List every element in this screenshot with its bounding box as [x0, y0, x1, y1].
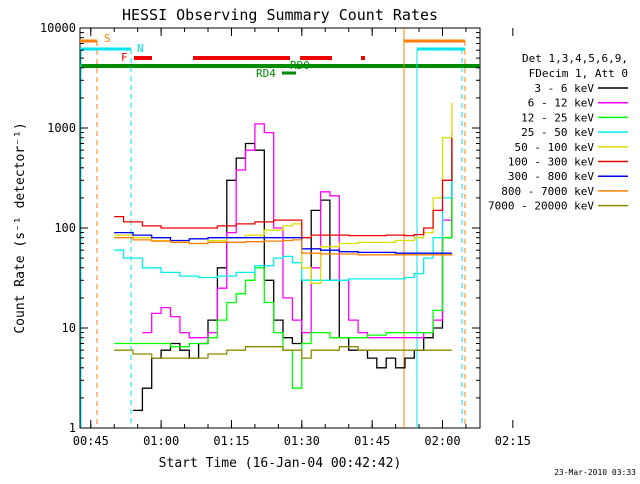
legend-entry-label: 25 - 50 keV	[521, 126, 594, 139]
legend-entry-label: 12 - 25 keV	[521, 111, 594, 124]
night-flag-label: N	[137, 42, 144, 55]
x-axis-label: Start Time (16-Jan-04 00:42:42)	[159, 456, 402, 471]
y-tick-label: 10000	[40, 21, 76, 35]
y-tick-label: 1	[69, 421, 76, 435]
series-line	[114, 143, 453, 389]
vertical-markers	[80, 28, 466, 428]
y-axis-label: Count Rate (s⁻¹ detector⁻¹)	[13, 122, 28, 333]
legend-header-line-2: FDecim 1, Att 0	[529, 67, 628, 80]
x-tick-label: 02:15	[495, 434, 531, 448]
legend-entry-label: 100 - 300 keV	[508, 156, 594, 169]
x-tick-label: 00:45	[73, 434, 109, 448]
y-axis: 1 10 100 1000 10000	[40, 21, 480, 435]
series-line	[114, 137, 453, 239]
flag-bars: S NF RD0 RD4	[80, 32, 480, 80]
legend-entry-label: 3 - 6 keV	[534, 82, 594, 95]
legend-entry-label: 50 - 100 keV	[515, 141, 595, 154]
legend-header-line-1: Det 1,3,4,5,6,9,	[522, 52, 628, 65]
series-line	[142, 123, 453, 339]
rd4-flag-label: RD4	[256, 67, 276, 80]
x-axis: 00:45 01:00 01:15 01:30 01:45 02:00 02:15	[73, 28, 531, 448]
series-line	[114, 346, 452, 359]
x-tick-label: 01:00	[143, 434, 179, 448]
legend-entry-label: 800 - 7000 keV	[501, 185, 594, 198]
y-tick-label: 100	[54, 221, 76, 235]
footer-timestamp: 23-Mar-2010 03:33	[554, 468, 636, 477]
saa-flag-label: S	[104, 32, 111, 45]
series-line	[114, 150, 453, 281]
series-line	[133, 142, 453, 412]
flare-flag-label: F	[121, 51, 128, 64]
series-layer	[114, 102, 453, 412]
chart-title: HESSI Observing Summary Count Rates	[122, 6, 438, 24]
legend-entry-label: 300 - 800 keV	[508, 170, 594, 183]
y-tick-label: 1000	[47, 121, 76, 135]
x-tick-label: 01:45	[354, 434, 390, 448]
x-tick-label: 01:15	[213, 434, 249, 448]
series-line	[114, 237, 453, 256]
series-line	[114, 231, 452, 254]
x-tick-label: 01:30	[284, 434, 320, 448]
legend-entry-label: 7000 - 20000 keV	[488, 200, 594, 213]
legend-entry-label: 6 - 12 keV	[528, 97, 595, 110]
x-tick-label: 02:00	[424, 434, 460, 448]
rd0-flag-label: RD0	[290, 59, 310, 72]
y-tick-label: 10	[62, 321, 76, 335]
